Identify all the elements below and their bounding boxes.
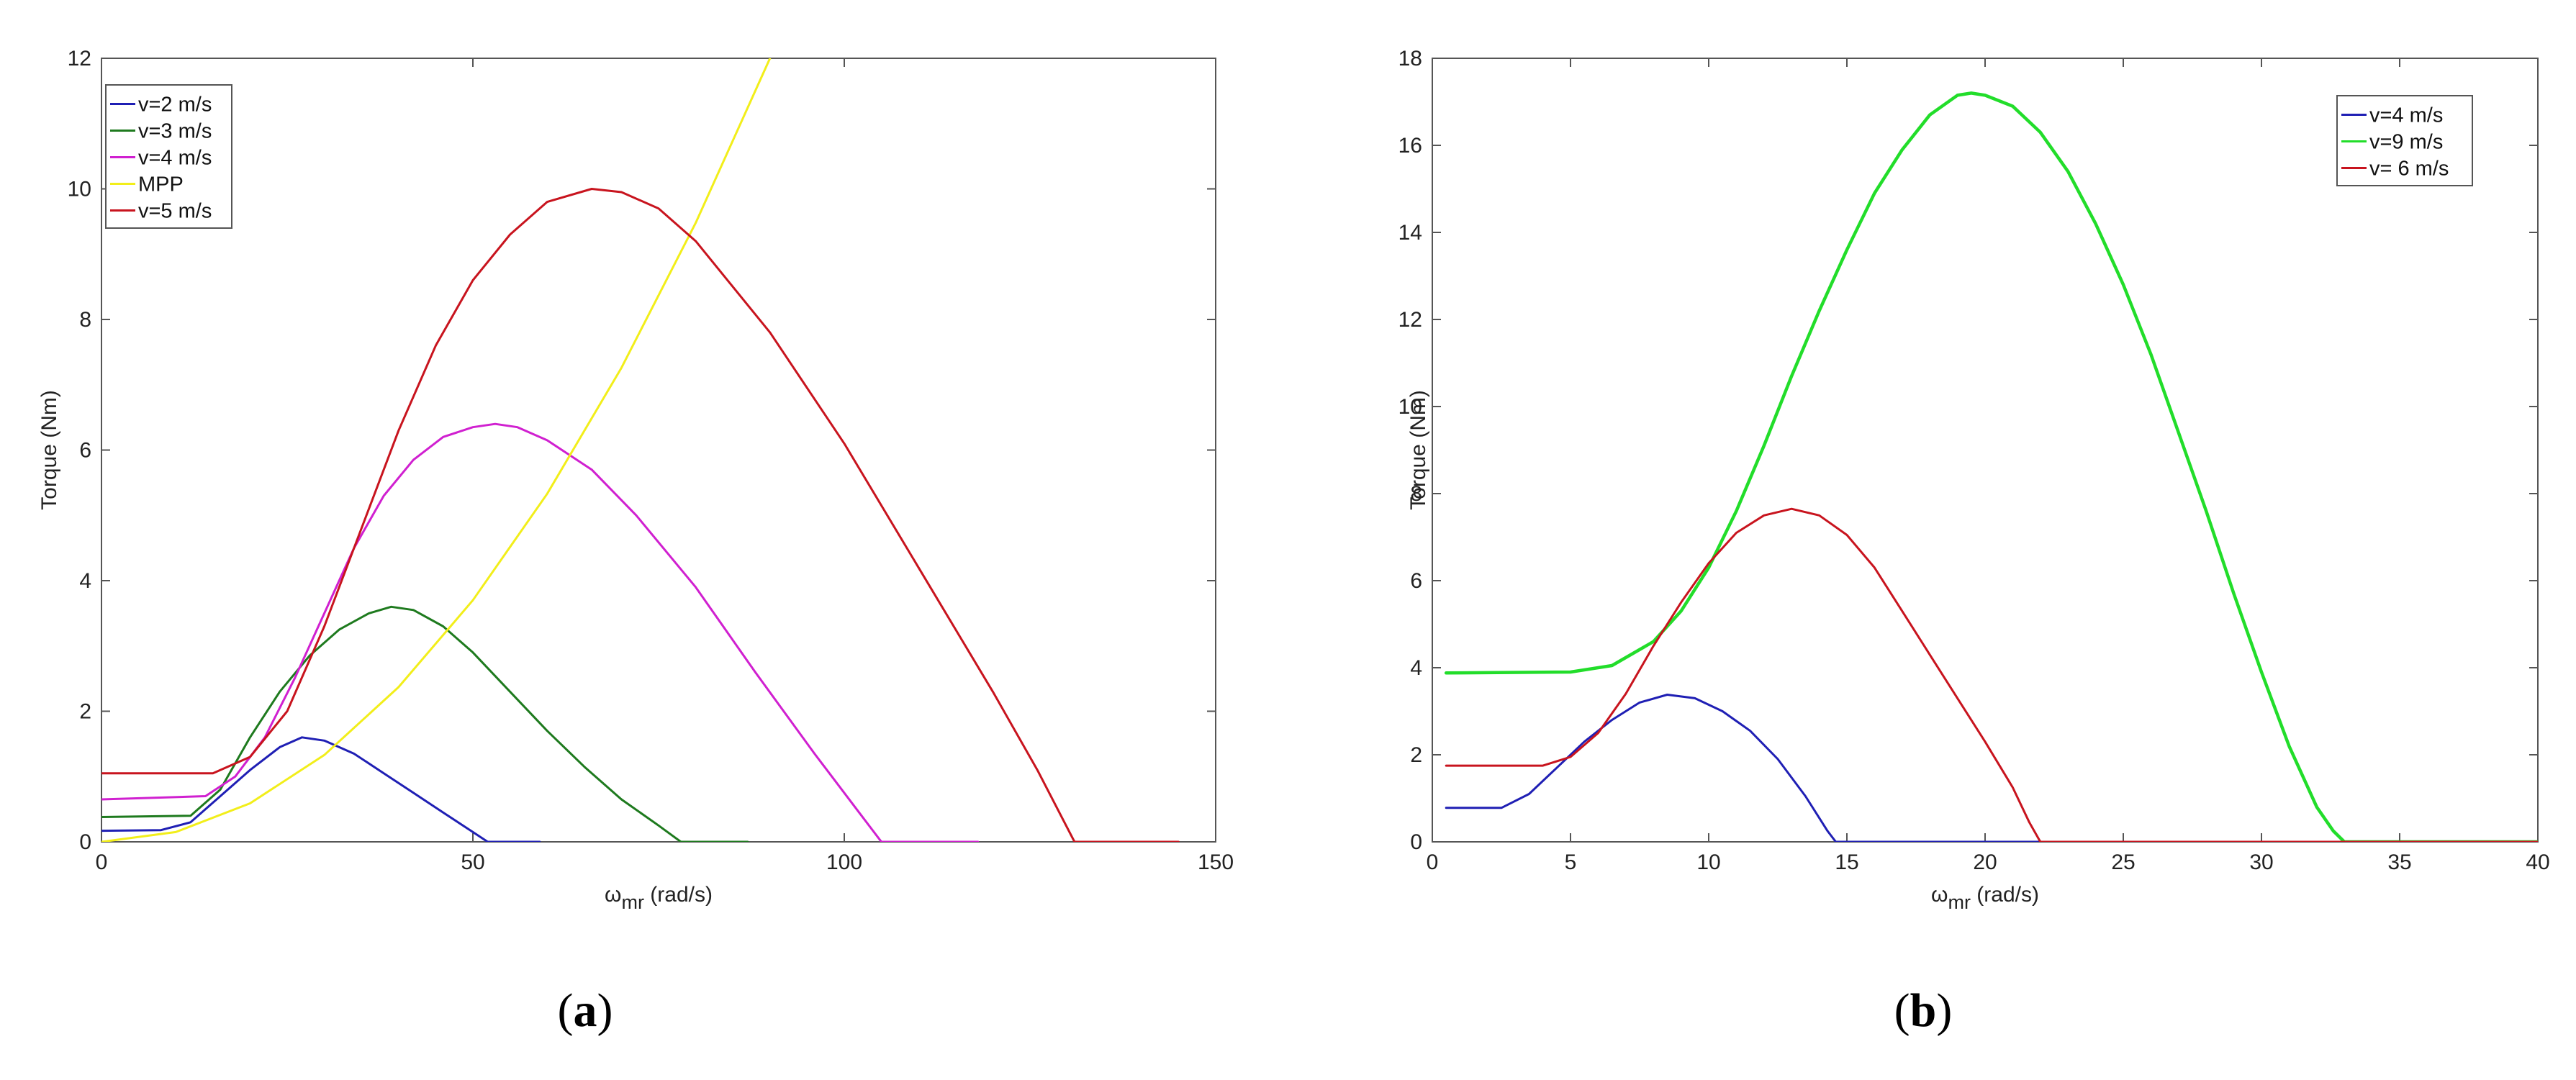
x-tick-label: 25: [2111, 850, 2135, 874]
y-tick-label: 2: [79, 700, 91, 724]
y-tick-label: 12: [1398, 308, 1422, 332]
series-line-v-3-m-s: [101, 605, 749, 842]
y-tick-label: 4: [79, 569, 91, 593]
y-tick-label: 10: [68, 178, 91, 201]
y-tick-label: 8: [1410, 482, 1422, 506]
series-line-v-4-m-s: [101, 422, 980, 842]
x-axis-label-subscript: mr: [621, 891, 643, 913]
x-axis-label: ωmr (rad/s): [1931, 883, 2039, 913]
x-tick-label: 100: [826, 850, 862, 874]
y-tick-label: 6: [79, 439, 91, 463]
series-group: [1444, 91, 2538, 842]
y-tick-label: 2: [1410, 743, 1422, 767]
x-tick-label: 0: [1427, 850, 1439, 874]
x-axis-label-symbol: ω: [605, 883, 621, 907]
x-axis-label: ωmr (rad/s): [605, 883, 713, 913]
series-line-v-5-m-s: [101, 188, 1180, 842]
x-axis-label-unit: (rad/s): [1971, 883, 2039, 907]
x-tick-label: 30: [2249, 850, 2273, 874]
x-axis-label-unit: (rad/s): [644, 883, 713, 907]
x-tick-label: 40: [2526, 850, 2549, 874]
y-tick-label: 12: [68, 47, 91, 71]
legend-label: v=5 m/s: [138, 200, 212, 223]
y-tick-label: 8: [79, 308, 91, 332]
caption-a: (a): [558, 984, 613, 1037]
y-tick-label: 0: [79, 830, 91, 854]
y-tick-label: 4: [1410, 656, 1422, 680]
y-tick-label: 10: [1398, 395, 1422, 419]
x-tick-label: 35: [2387, 850, 2411, 874]
legend-label: v= 6 m/s: [2369, 158, 2449, 181]
legend: v=4 m/s v=9 m/s v= 6 m/s: [2336, 95, 2473, 186]
legend: v=2 m/s v=3 m/s v=4 m/s MPP v=5 m/s: [105, 84, 232, 229]
x-tick-label: 50: [461, 850, 484, 874]
series-line-v-2-m-s: [101, 736, 541, 842]
caption-b: (b): [1894, 984, 1953, 1037]
x-axis-label-symbol: ω: [1931, 883, 1948, 907]
x-tick-label: 15: [1835, 850, 1858, 874]
legend-label: v=4 m/s: [2369, 104, 2443, 127]
series-line-v-4-m-s: [1445, 694, 2538, 842]
y-tick-label: 14: [1398, 221, 1422, 245]
legend-label: v=4 m/s: [138, 147, 212, 170]
y-tick-label: 6: [1410, 569, 1422, 593]
x-tick-label: 0: [96, 850, 108, 874]
y-tick-label: 16: [1398, 134, 1422, 158]
x-axis-label-subscript: mr: [1948, 891, 1970, 913]
legend-label: v=3 m/s: [138, 120, 212, 143]
series-line-v-6-m-s: [1445, 507, 2538, 842]
legend-label: MPP: [138, 173, 184, 196]
x-tick-label: 10: [1696, 850, 1720, 874]
x-tick-label: 150: [1198, 850, 1234, 874]
y-axis-label: Torque (Nm): [1406, 390, 1430, 510]
x-tick-label: 20: [1973, 850, 1997, 874]
chart-panel-a: 0 50 100 150 0 2 4 6 8 10 12 Torque (Nm) ωmr (rad/s)…: [37, 47, 1234, 913]
x-tick-label: 5: [1565, 850, 1577, 874]
y-tick-label: 18: [1398, 47, 1422, 71]
legend-label: v=2 m/s: [138, 94, 212, 117]
series-line-mpp: [101, 58, 772, 842]
y-axis-label: Torque (Nm): [37, 390, 61, 510]
chart-panel-b: 0 5 10 15 20 25 30 35 40 0 2 4 6 8 10 12 14 16 18 Torque (N…: [1398, 47, 2550, 913]
series-group: [101, 58, 1180, 842]
legend-label: v=9 m/s: [2369, 131, 2443, 154]
y-tick-label: 0: [1410, 830, 1422, 854]
